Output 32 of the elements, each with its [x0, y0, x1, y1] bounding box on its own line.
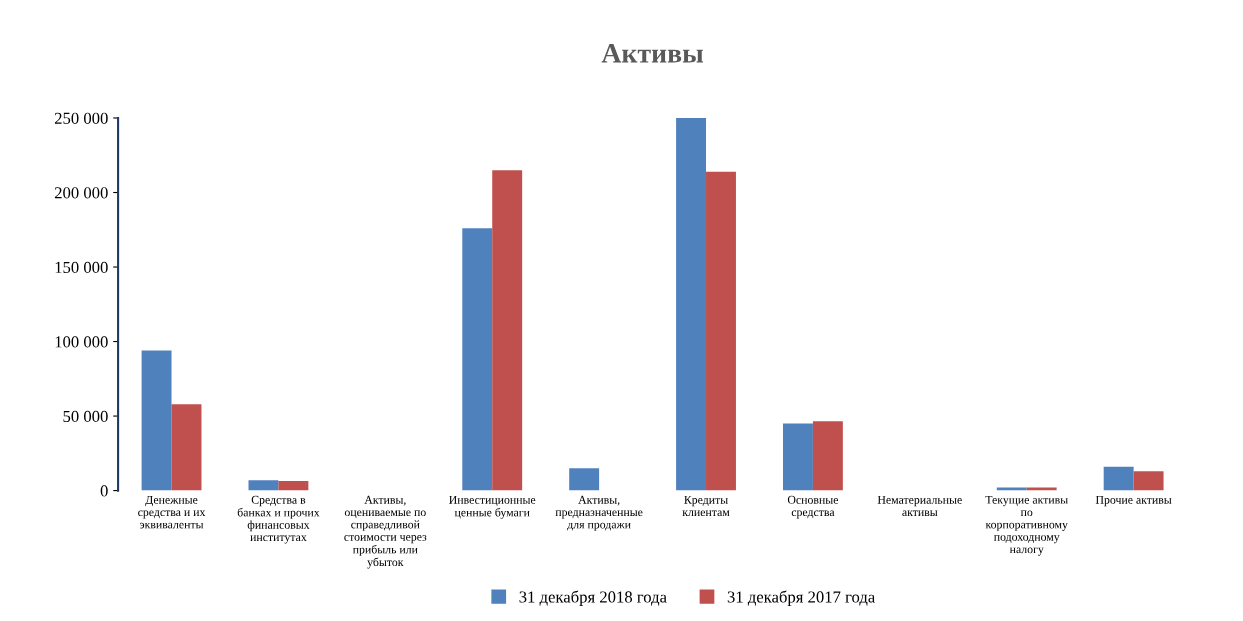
bar [1103, 466, 1134, 491]
x-tick-label: Нематериальные активы [877, 495, 962, 517]
bar [676, 117, 707, 491]
bar [278, 480, 309, 491]
legend-label: 31 декабря 2018 года [519, 590, 667, 606]
x-tick-label: Кредиты клиентам [682, 495, 730, 517]
x-tick-label: Основные средства [787, 495, 839, 519]
x-tick-label: Прочие активы [1095, 495, 1172, 507]
y-tick-label: 0 [100, 485, 108, 497]
x-tick-label: Активы, оцениваемые по справедливой стоимости через прибыль или убыток [344, 495, 427, 569]
bar [141, 350, 172, 491]
x-tick-label: Инвестиционные ценные бумаги [449, 495, 536, 519]
bar [171, 404, 202, 491]
bar [569, 468, 600, 491]
bar [1133, 471, 1164, 491]
x-tick-label: Средства в банках и прочих финансовых институтах [237, 495, 320, 544]
y-tick-label: 50 000 [63, 410, 108, 423]
y-tick-label: 100 000 [55, 336, 108, 348]
bar [462, 228, 493, 491]
bar [812, 421, 843, 491]
chart-title: Активы [601, 44, 704, 63]
x-tick-label: Активы, предназначенные для продажи [555, 495, 643, 531]
legend-label: 31 декабря 2017 года [727, 590, 876, 606]
bar [492, 170, 523, 491]
bar [782, 423, 813, 491]
bar [706, 171, 736, 491]
y-tick-label: 200 000 [54, 187, 108, 199]
x-tick-label: Денежные средства и их эквиваленты [138, 495, 206, 529]
y-tick-label: 250 000 [54, 112, 108, 124]
y-tick-label: 150 000 [55, 261, 108, 273]
x-tick-label: Текущие активы по корпоративному подоходному налогу [985, 495, 1068, 556]
bar [248, 480, 279, 491]
